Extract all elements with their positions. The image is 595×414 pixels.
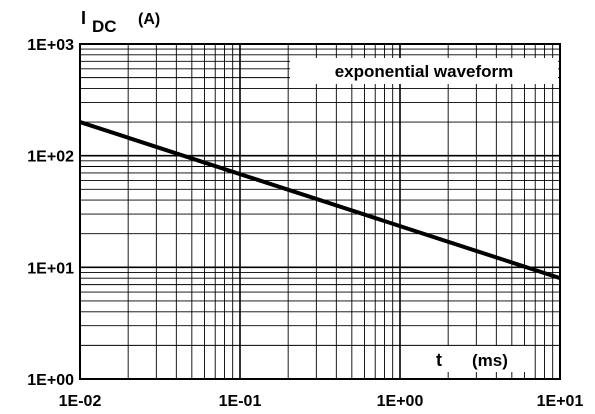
- y-tick-label: 1E+01: [27, 260, 74, 277]
- x-axis-label-unit: (ms): [472, 351, 508, 370]
- y-axis-label-unit: (A): [138, 11, 160, 28]
- y-tick-label: 1E+02: [27, 149, 74, 166]
- x-axis-label-main: t: [436, 350, 442, 370]
- y-tick-label: 1E+03: [27, 37, 74, 54]
- series-line-1: [79, 120, 561, 281]
- y-tick-label: 1E+00: [27, 372, 74, 389]
- x-tick-labels: 1E-02 1E-01 1E+00 1E+01: [59, 393, 584, 410]
- plot-frame: [79, 43, 561, 380]
- x-tick-label: 1E+01: [537, 393, 584, 410]
- annotation-label: exponential waveform: [335, 62, 514, 81]
- x-tick-label: 1E-01: [219, 393, 262, 410]
- minor-grid: [80, 44, 560, 379]
- annotation-box: [290, 58, 558, 84]
- y-tick-labels: 1E+00 1E+01 1E+02 1E+03: [27, 37, 74, 389]
- x-tick-label: 1E-02: [59, 393, 102, 410]
- x-axis-label-box: [417, 346, 533, 372]
- major-grid: [80, 44, 560, 379]
- y-axis-label-main: I: [81, 8, 86, 28]
- series-layer: [79, 120, 561, 281]
- y-axis-label-sub: DC: [92, 17, 117, 36]
- x-tick-label: 1E+00: [377, 393, 424, 410]
